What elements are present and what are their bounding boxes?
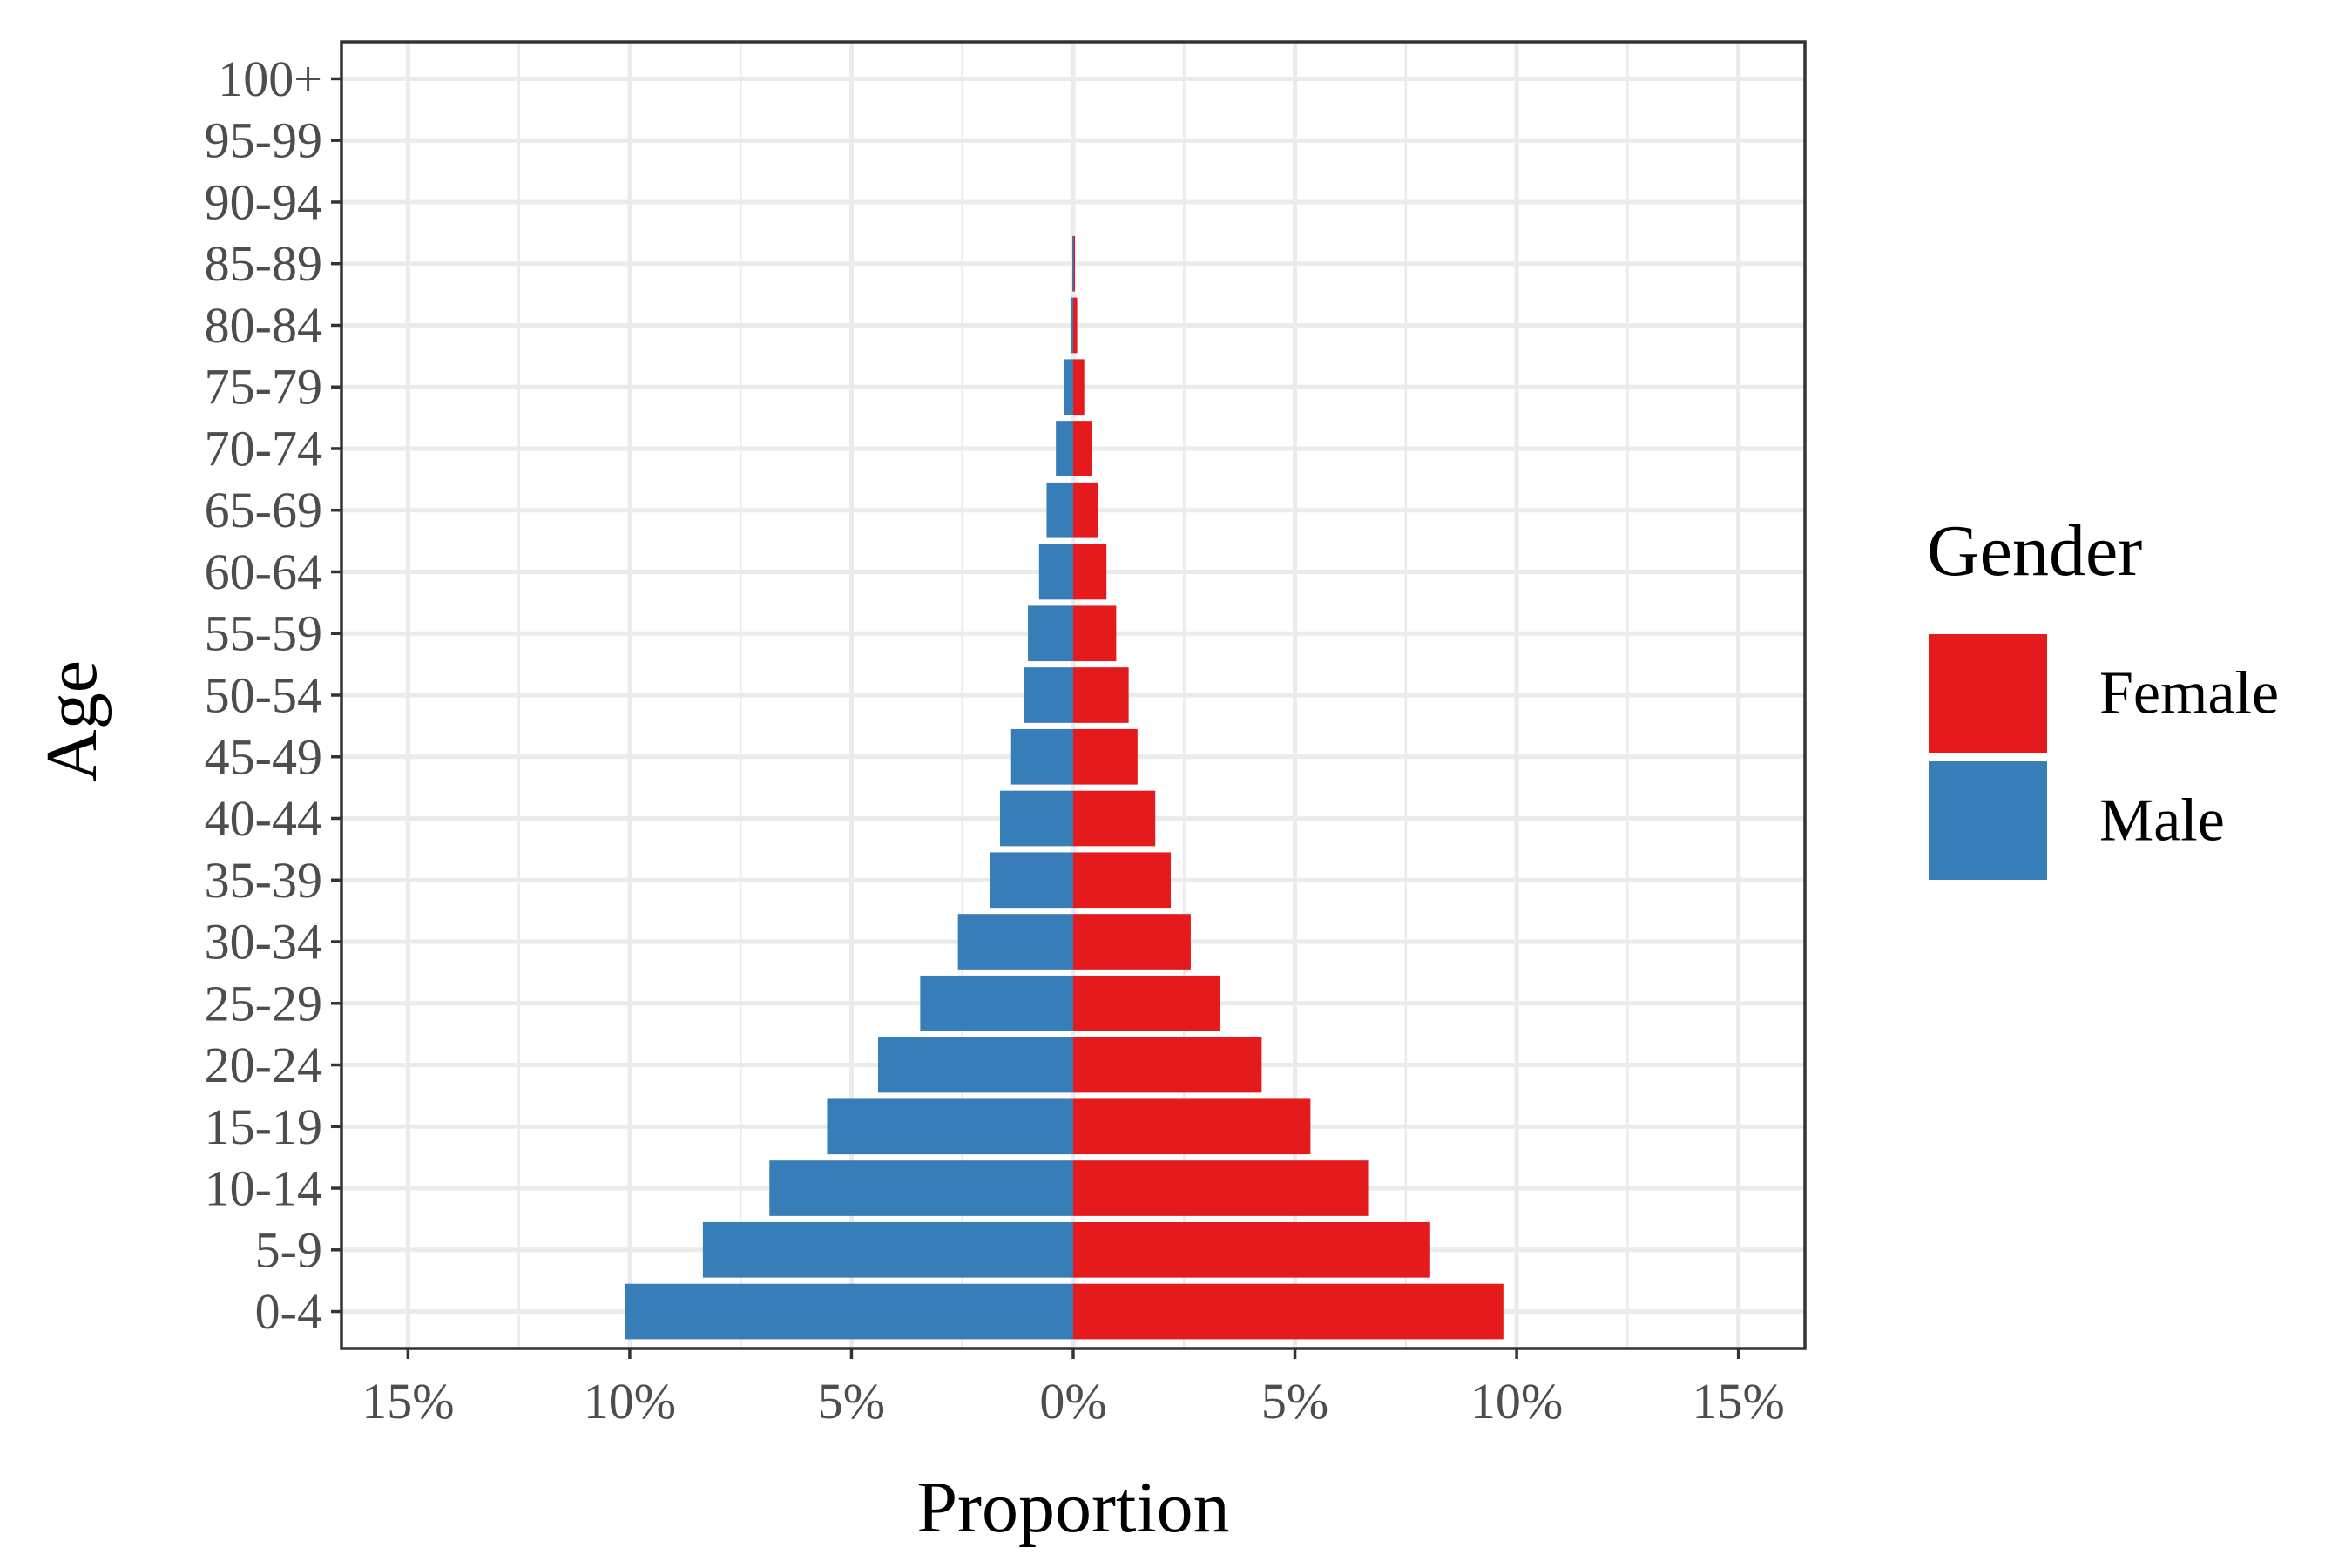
bar-male-20-24 xyxy=(878,1037,1073,1093)
y-tick-label: 20-24 xyxy=(205,1037,322,1093)
bar-male-65-69 xyxy=(1046,482,1073,538)
y-tick-label: 65-69 xyxy=(205,482,322,538)
y-tick-label: 80-84 xyxy=(205,297,322,354)
bar-female-15-19 xyxy=(1073,1098,1311,1155)
y-tick-label: 25-29 xyxy=(205,975,322,1031)
legend-title: Gender xyxy=(1927,510,2142,591)
bar-female-0-4 xyxy=(1073,1283,1504,1340)
bar-male-50-54 xyxy=(1024,667,1073,723)
y-tick-label: 50-54 xyxy=(205,667,322,724)
bar-female-65-69 xyxy=(1073,482,1099,538)
bar-male-85-89 xyxy=(1071,235,1074,292)
y-tick-label: 60-64 xyxy=(205,544,322,600)
y-tick-label: 90-94 xyxy=(205,173,322,230)
bar-male-15-19 xyxy=(827,1098,1073,1155)
bar-female-10-14 xyxy=(1073,1160,1369,1216)
bar-male-0-4 xyxy=(625,1283,1073,1340)
bar-female-60-64 xyxy=(1073,544,1107,600)
bar-female-55-59 xyxy=(1073,605,1117,662)
x-tick-label: 15% xyxy=(1692,1373,1784,1429)
bars xyxy=(625,235,1504,1340)
y-tick-label: 0-4 xyxy=(255,1283,322,1340)
y-tick-label: 10-14 xyxy=(205,1160,322,1217)
y-tick-label: 15-19 xyxy=(205,1098,322,1155)
y-tick-label: 55-59 xyxy=(205,605,322,662)
y-tick-label: 30-34 xyxy=(205,914,322,970)
y-axis-title: Age xyxy=(31,660,112,782)
bar-male-5-9 xyxy=(702,1221,1073,1278)
bar-female-75-79 xyxy=(1073,359,1085,416)
bar-male-25-29 xyxy=(920,975,1073,1031)
x-axis: 15% 10% 5% 0% 5% 10% 15% xyxy=(362,1348,1785,1429)
bar-female-80-84 xyxy=(1073,297,1078,354)
bar-male-60-64 xyxy=(1038,544,1073,600)
bar-female-25-29 xyxy=(1073,975,1220,1031)
y-tick-label: 95-99 xyxy=(205,112,322,169)
x-tick-label: 0% xyxy=(1039,1373,1106,1429)
legend: Gender Female Male xyxy=(1927,510,2279,880)
bar-male-80-84 xyxy=(1070,297,1073,354)
bar-female-35-39 xyxy=(1073,852,1171,909)
bar-male-30-34 xyxy=(957,914,1073,970)
y-tick-label: 5-9 xyxy=(255,1221,322,1278)
x-axis-title: Proportion xyxy=(916,1467,1229,1548)
y-tick-label: 40-44 xyxy=(205,790,322,847)
bar-female-45-49 xyxy=(1073,728,1138,785)
legend-key-male xyxy=(1929,761,2047,880)
legend-label-male: Male xyxy=(2099,787,2225,855)
bar-female-50-54 xyxy=(1073,667,1129,723)
y-tick-label: 75-79 xyxy=(205,359,322,416)
bar-male-45-49 xyxy=(1010,728,1073,785)
bar-male-10-14 xyxy=(769,1160,1073,1216)
bar-male-70-74 xyxy=(1056,421,1073,476)
legend-label-female: Female xyxy=(2099,660,2279,727)
legend-key-female xyxy=(1929,634,2047,753)
bar-male-40-44 xyxy=(1000,790,1073,847)
bar-male-35-39 xyxy=(990,852,1073,909)
bar-male-55-59 xyxy=(1028,605,1073,662)
bar-female-40-44 xyxy=(1073,790,1156,847)
bar-female-5-9 xyxy=(1073,1221,1430,1278)
x-tick-label: 5% xyxy=(1261,1373,1328,1429)
x-tick-label: 15% xyxy=(362,1373,454,1429)
y-tick-label: 45-49 xyxy=(205,728,322,785)
y-tick-label: 85-89 xyxy=(205,235,322,292)
x-tick-label: 10% xyxy=(1470,1373,1563,1429)
x-tick-label: 10% xyxy=(584,1373,676,1429)
bar-female-70-74 xyxy=(1073,421,1092,476)
x-tick-label: 5% xyxy=(818,1373,885,1429)
bar-male-75-79 xyxy=(1064,359,1073,416)
bar-female-30-34 xyxy=(1073,914,1191,970)
y-tick-label: 70-74 xyxy=(205,420,322,476)
y-tick-label: 100+ xyxy=(218,51,322,107)
bar-female-20-24 xyxy=(1073,1037,1262,1093)
y-tick-label: 35-39 xyxy=(205,852,322,909)
bar-female-85-89 xyxy=(1073,235,1076,292)
